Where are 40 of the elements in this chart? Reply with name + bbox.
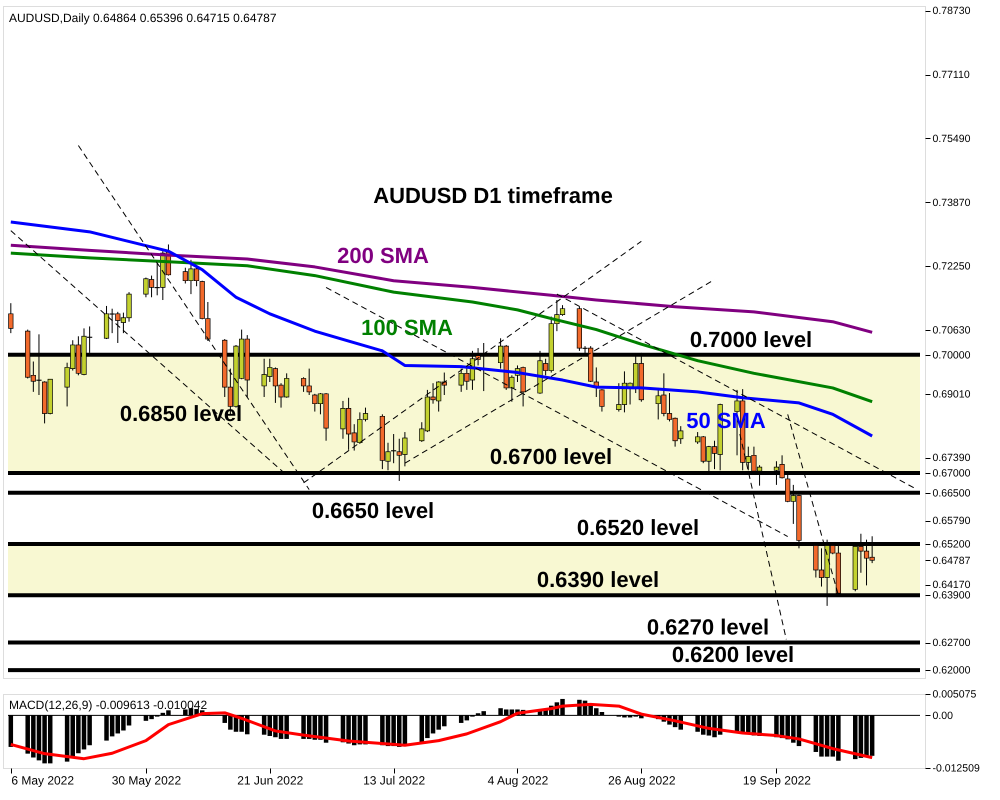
y-tick-label: 0.64170 <box>932 579 971 592</box>
ref-line-label: 0.6270 level <box>646 614 770 640</box>
x-tick-label: 19 Sep 2022 <box>742 774 812 788</box>
y-tick-label: 0.70630 <box>932 324 971 336</box>
y-tick-label: 0.005075 <box>932 688 976 700</box>
y-tick-label: 0.73870 <box>932 196 971 209</box>
ref-line-label: 0.6520 level <box>576 514 700 540</box>
series-label: 100 SMA <box>361 315 453 340</box>
y-tick-label: 0.66500 <box>932 487 971 500</box>
y-tick-label: 0.67000 <box>932 468 971 480</box>
series-label: 200 SMA <box>337 243 429 268</box>
y-tick-label: 0.64787 <box>932 554 971 567</box>
x-tick-label: 4 Aug 2022 <box>488 774 549 788</box>
y-tick-label: 0.62000 <box>932 664 971 677</box>
chart-title: MACD(12,26,9) -0.009613 -0.010042 <box>9 698 208 712</box>
y-tick-label: 0.65790 <box>932 515 971 528</box>
y-tick-label: -0.012509 <box>932 762 980 774</box>
x-tick-label: 26 Aug 2022 <box>608 774 676 788</box>
y-tick-label: 0.65200 <box>932 538 971 550</box>
ref-line-label: 0.6200 level <box>672 642 794 668</box>
annotation: AUDUSD,Daily 0.64864 0.65396 0.64715 0.64787 <box>9 11 277 25</box>
ref-line-label: 0.6700 level <box>490 444 612 470</box>
x-tick-label: 13 Jul 2022 <box>363 774 426 788</box>
y-tick-label: 0.77110 <box>932 69 970 82</box>
y-tick-label: 0.72250 <box>932 260 971 273</box>
y-tick-label: 0.75490 <box>932 132 971 145</box>
ref-line-label: 0.6390 level <box>536 567 660 592</box>
ref-line-label: 0.7000 level <box>690 326 812 352</box>
x-tick-label: 6 May 2022 <box>11 774 74 788</box>
ref-line-label: 0.6650 level <box>312 498 434 523</box>
y-tick-label: 0.00 <box>932 710 954 722</box>
y-tick-label: 0.78730 <box>932 5 971 18</box>
x-tick-label: 30 May 2022 <box>112 774 182 788</box>
text: AUDUSD D1 timeframe <box>373 183 613 208</box>
y-tick-label: 0.69010 <box>932 388 971 400</box>
y-tick-label: 0.70000 <box>932 349 971 362</box>
y-tick-label: 0.63900 <box>932 590 971 602</box>
y-tick-label: 0.62700 <box>932 637 971 650</box>
y-tick-label: 0.67390 <box>932 452 971 464</box>
x-tick-label: 21 Jun 2022 <box>237 774 304 788</box>
